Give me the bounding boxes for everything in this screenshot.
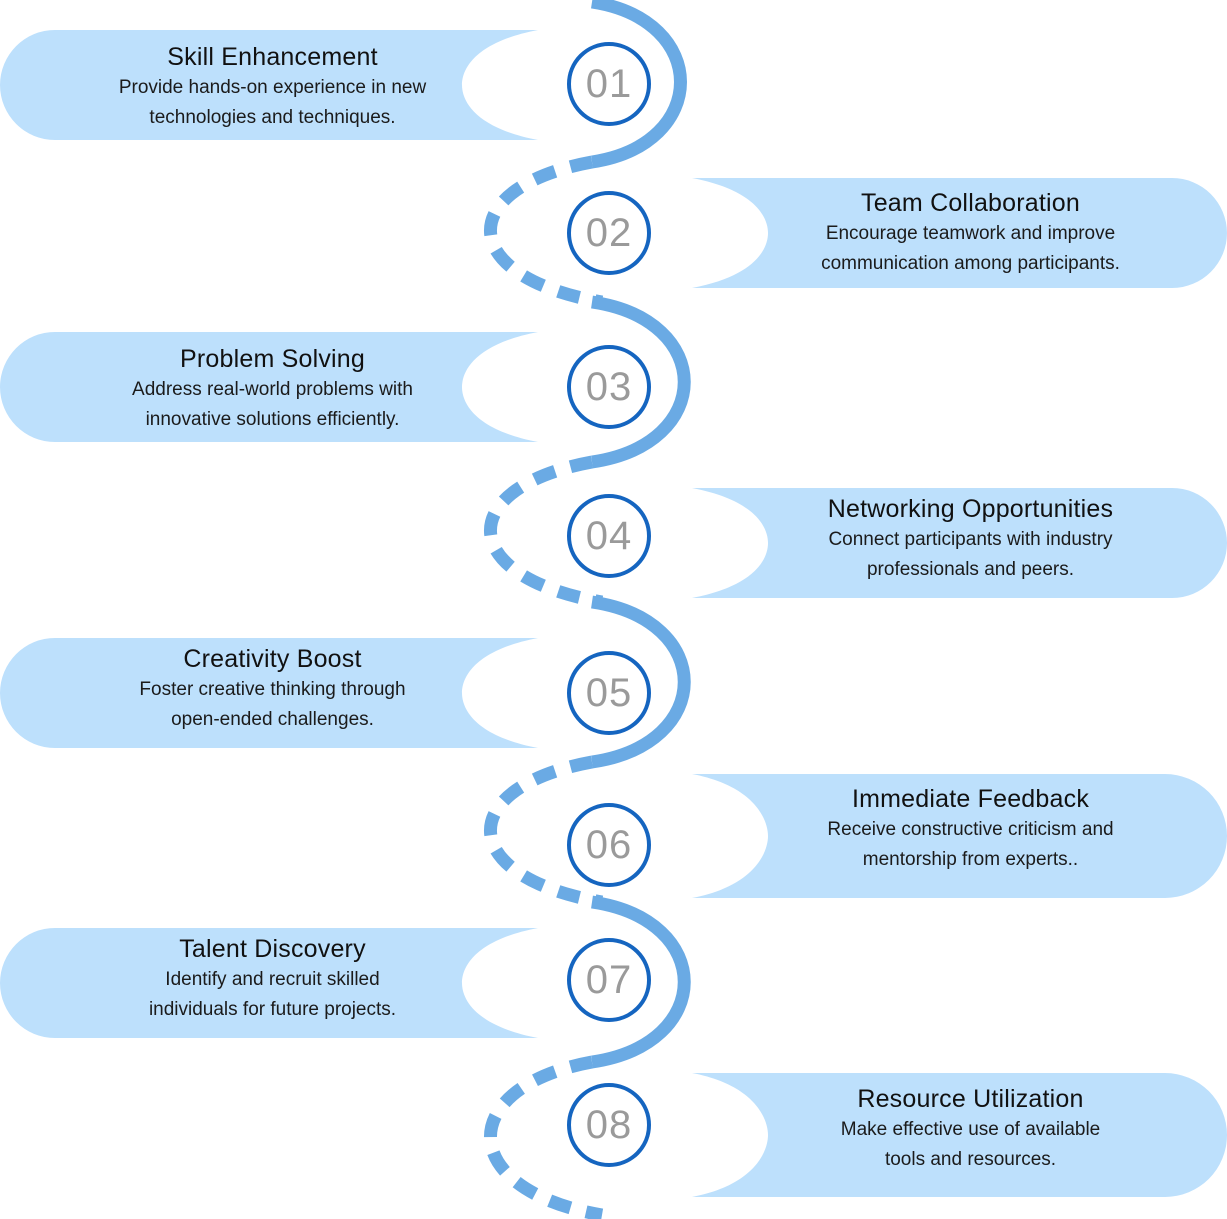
number-circle-08	[567, 1083, 651, 1167]
step-description-line-1: Identify and recruit skilled	[165, 969, 380, 990]
step-card-05: Creativity Boost Foster creative thinkin…	[60, 644, 485, 735]
card-background-02	[692, 178, 1227, 288]
step-number-01: 01	[585, 61, 633, 106]
card-background-03	[0, 332, 538, 442]
dashed-arc-3	[484, 755, 604, 909]
step-description-line-1: Address real-world problems with	[132, 379, 413, 400]
step-description-line-2: professionals and peers.	[866, 559, 1074, 580]
step-card-08: Resource Utilization Make effective use …	[758, 1084, 1183, 1175]
step-number-03: 03	[585, 364, 633, 409]
step-card-02: Team Collaboration Encourage teamwork an…	[758, 188, 1183, 279]
step-title: Problem Solving	[179, 345, 366, 373]
number-circle-06	[567, 803, 651, 887]
step-description-line-1: Receive constructive criticism and	[827, 819, 1114, 840]
step-card-06: Immediate Feedback Receive constructive …	[758, 784, 1183, 875]
card-background-07	[0, 928, 538, 1038]
step-number-02: 02	[585, 210, 633, 255]
card-background-04	[692, 488, 1227, 598]
cards-layer	[0, 30, 1227, 1197]
step-description-line-1: Provide hands-on experience in new	[118, 77, 427, 98]
card-background-05	[0, 638, 538, 748]
number-circle-03	[567, 345, 651, 429]
step-number-04: 04	[585, 513, 633, 558]
number-circle-02	[567, 191, 651, 275]
step-description-line-2: technologies and techniques.	[149, 107, 396, 128]
step-description-line-1: Foster creative thinking through	[139, 679, 406, 700]
solid-arc-4	[591, 895, 691, 1069]
card-background-06	[692, 774, 1227, 898]
step-number-05: 05	[585, 670, 633, 715]
dashed-arc-1	[484, 155, 604, 309]
step-card-03: Problem Solving Address real-world probl…	[60, 344, 485, 435]
step-description-line-2: communication among participants.	[821, 253, 1120, 274]
step-title: Skill Enhancement	[167, 43, 378, 71]
number-circle-04	[567, 494, 651, 578]
solid-arc-3	[591, 595, 691, 769]
step-card-01: Skill Enhancement Provide hands-on exper…	[60, 42, 485, 133]
step-title: Team Collaboration	[861, 189, 1080, 217]
step-description-line-1: Make effective use of available	[840, 1119, 1101, 1140]
step-title: Immediate Feedback	[851, 785, 1090, 813]
step-card-07: Talent Discovery Identify and recruit sk…	[60, 934, 485, 1025]
step-description-line-2: mentorship from experts..	[862, 849, 1079, 870]
card-background-08	[692, 1073, 1227, 1197]
number-circle-07	[567, 938, 651, 1022]
step-description-line-1: Connect participants with industry	[828, 529, 1113, 550]
serpentine-path	[484, 0, 691, 1219]
step-title: Talent Discovery	[179, 935, 366, 963]
card-background-01	[0, 30, 538, 140]
dashed-arc-2	[484, 455, 604, 609]
step-description-line-2: tools and resources.	[884, 1149, 1057, 1170]
step-number-07: 07	[585, 957, 633, 1002]
step-description-line-1: Encourage teamwork and improve	[825, 223, 1116, 244]
step-description-line-2: innovative solutions efficiently.	[145, 409, 400, 430]
dashed-arc-4	[484, 1055, 604, 1219]
step-title: Resource Utilization	[857, 1085, 1084, 1113]
step-card-04: Networking Opportunities Connect partici…	[758, 494, 1183, 585]
step-number-08: 08	[585, 1102, 633, 1147]
step-title: Networking Opportunities	[827, 495, 1114, 523]
step-description-line-2: individuals for future projects.	[148, 999, 397, 1020]
number-circles	[567, 42, 651, 1167]
solid-arc-2	[591, 295, 691, 469]
step-description-line-2: open-ended challenges.	[171, 709, 374, 730]
number-circle-01	[567, 42, 651, 126]
step-title: Creativity Boost	[183, 645, 362, 673]
step-number-06: 06	[585, 822, 633, 867]
number-circle-05	[567, 651, 651, 735]
solid-arc-1	[591, 0, 687, 169]
